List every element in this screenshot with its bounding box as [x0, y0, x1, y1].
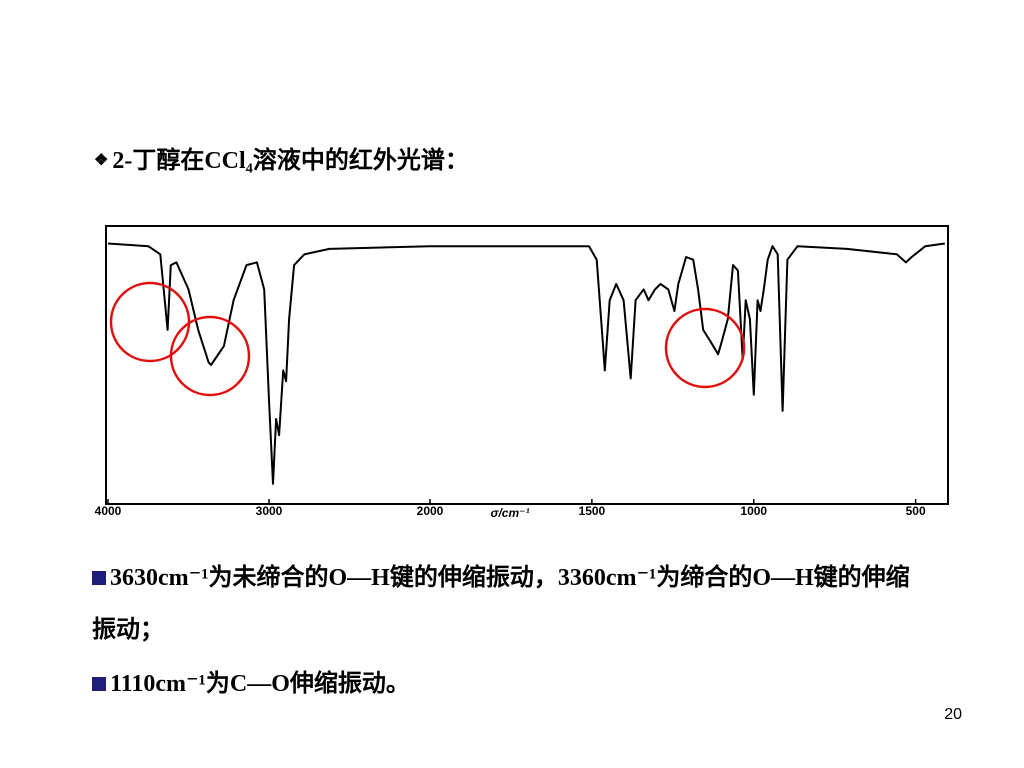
bullet: 3630cm⁻¹为未缔合的O—H键的伸缩振动，3360cm⁻¹为缔合的O—H键的…	[92, 552, 922, 656]
x-tick-label: 500	[906, 504, 926, 518]
x-tick-label: 3000	[256, 504, 283, 518]
x-axis-label: σ/cm⁻¹	[491, 506, 530, 520]
plot-area	[107, 242, 945, 485]
page-number: 20	[944, 706, 962, 723]
slide-title: 2-丁醇在CCl₄溶液中的红外光谱：	[94, 140, 469, 175]
x-tick-label: 1000	[740, 504, 767, 518]
spectrum-line	[107, 242, 945, 485]
x-tick-label: 1500	[579, 504, 606, 518]
x-tick-label: 4000	[95, 504, 122, 518]
plot-frame	[105, 225, 949, 505]
chart: σ/cm⁻¹ 4000 3000 2000 1500 1000 500	[95, 225, 949, 520]
highlight-circle	[109, 281, 191, 363]
highlight-circle	[169, 315, 251, 397]
bullet: 1110cm⁻¹为C—O伸缩振动。	[92, 658, 922, 710]
x-tick-label: 2000	[417, 504, 444, 518]
highlight-circle	[664, 307, 746, 389]
